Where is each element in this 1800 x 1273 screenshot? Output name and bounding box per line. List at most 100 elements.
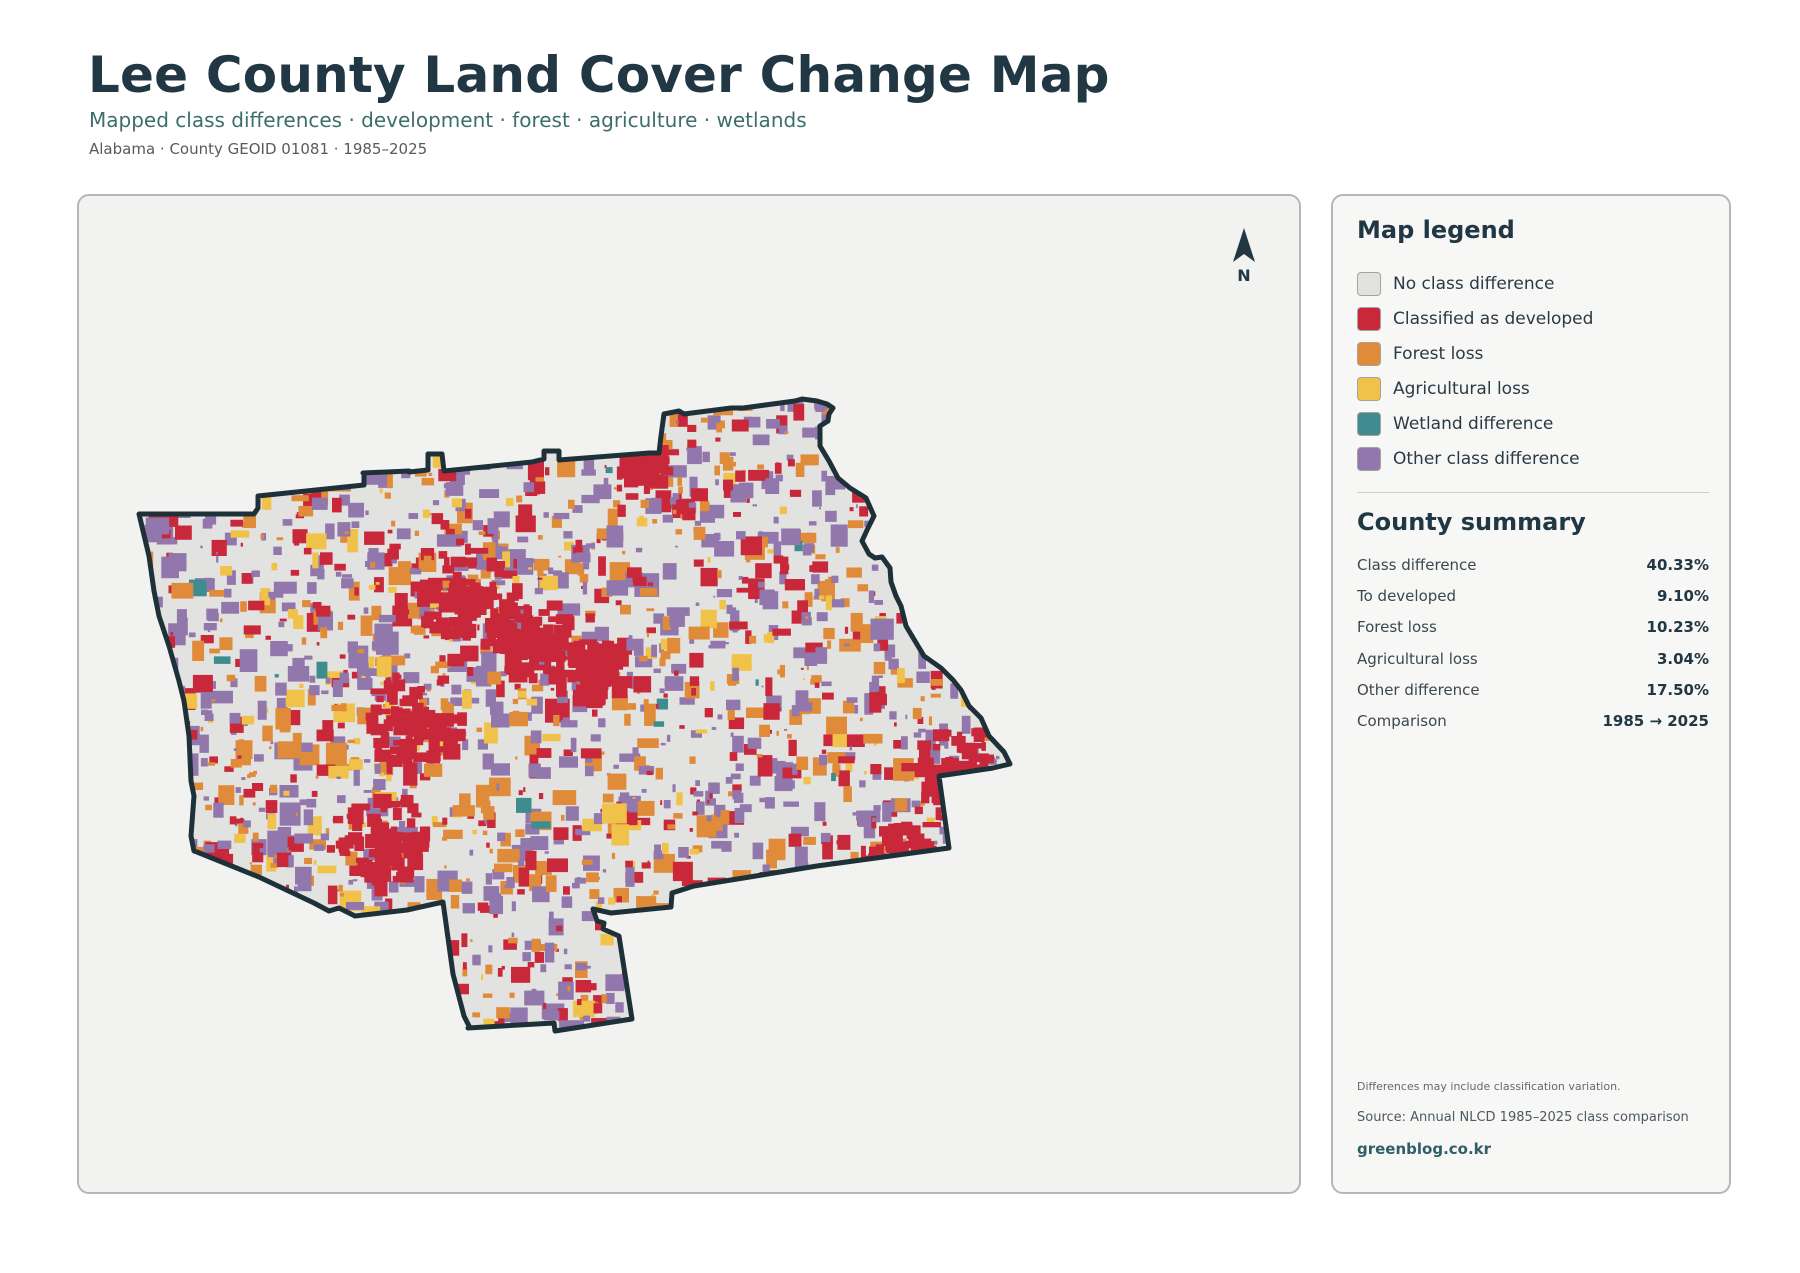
land-cover-patch [625, 493, 639, 500]
land-cover-patch [303, 547, 312, 555]
land-cover-patch [1012, 726, 1017, 730]
land-cover-patch [993, 634, 1010, 644]
land-cover-patch [247, 774, 251, 779]
land-cover-patch [901, 993, 909, 1005]
land-cover-patch [940, 507, 950, 526]
land-cover-patch [921, 426, 929, 439]
land-cover-patch [748, 416, 761, 428]
map-panel[interactable]: N [77, 194, 1301, 1194]
land-cover-patch [957, 996, 963, 1004]
land-cover-patch [348, 581, 360, 601]
land-cover-patch [929, 421, 939, 430]
land-cover-patch [229, 404, 236, 409]
land-cover-patch [989, 788, 1008, 794]
land-cover-patch [269, 784, 278, 793]
land-cover-patch [368, 1028, 385, 1031]
land-cover-patch [806, 664, 809, 671]
land-cover-patch [943, 1032, 949, 1037]
land-cover-patch [457, 593, 463, 600]
land-cover-patch [264, 913, 270, 920]
land-cover-patch [992, 965, 1010, 976]
land-cover-patch [302, 600, 311, 608]
land-cover-patch [894, 798, 908, 812]
summary-label: Agricultural loss [1357, 649, 1478, 668]
land-cover-patch [268, 911, 278, 917]
land-cover-patch [615, 600, 622, 606]
land-cover-patch [549, 911, 554, 919]
land-cover-patch [158, 412, 166, 421]
land-cover-patch [320, 999, 340, 1009]
land-cover-patch [427, 729, 443, 739]
land-cover-patch [564, 541, 575, 551]
legend-label: Agricultural loss [1393, 378, 1530, 399]
land-cover-patch [384, 839, 395, 857]
land-cover-patch [585, 613, 595, 623]
land-cover-patch [660, 742, 666, 746]
land-cover-patch [947, 434, 960, 439]
land-cover-patch [532, 438, 540, 448]
land-cover-patch [792, 763, 798, 775]
site-link[interactable]: greenblog.co.kr [1357, 1140, 1492, 1158]
land-cover-patch [871, 871, 886, 885]
land-cover-patch [281, 602, 296, 612]
land-cover-patch [835, 547, 840, 553]
land-cover-patch [943, 780, 955, 789]
land-cover-patch [361, 963, 370, 968]
land-cover-patch [500, 570, 518, 579]
land-cover-patch [318, 459, 325, 466]
land-cover-patch [973, 753, 989, 763]
land-cover-patch [498, 620, 514, 627]
land-cover-patch [921, 792, 930, 804]
land-cover-patch [418, 1007, 429, 1028]
land-cover-patch [337, 522, 351, 537]
land-cover-patch [980, 562, 989, 579]
land-cover-patch [583, 562, 590, 570]
land-cover-patch [797, 600, 808, 613]
land-cover-patch [254, 675, 267, 692]
land-cover-patch [195, 864, 200, 868]
land-cover-patch [205, 509, 217, 525]
land-cover-patch [373, 793, 392, 809]
county-map[interactable] [79, 196, 1301, 1194]
land-cover-patch [720, 810, 730, 825]
land-cover-patch [250, 864, 262, 875]
land-cover-patch [526, 698, 538, 706]
land-cover-patch [730, 956, 734, 961]
land-cover-patch [963, 528, 974, 545]
land-cover-patch [678, 847, 689, 858]
land-cover-patch [957, 563, 973, 586]
land-cover-patch [317, 865, 337, 874]
land-cover-patch [871, 997, 879, 1007]
land-cover-patch [235, 823, 238, 827]
land-cover-patch [203, 623, 217, 631]
land-cover-patch [578, 1034, 589, 1045]
land-cover-patch [726, 903, 733, 912]
land-cover-patch [603, 679, 609, 690]
land-cover-patch [478, 531, 486, 535]
land-cover-patch [858, 816, 866, 827]
land-cover-patch [611, 824, 630, 846]
land-cover-patch [804, 652, 818, 666]
land-cover-patch [625, 460, 644, 466]
land-cover-patch [147, 795, 160, 809]
land-cover-patch [551, 515, 562, 528]
land-cover-patch [472, 829, 477, 835]
land-cover-patch [945, 642, 956, 654]
land-cover-patch [784, 728, 788, 731]
land-cover-patch [380, 938, 389, 950]
land-cover-patch [763, 703, 780, 720]
land-cover-patch [199, 962, 211, 973]
land-cover-patch [694, 520, 701, 526]
land-cover-patch [485, 412, 495, 421]
land-cover-patch [856, 504, 858, 508]
land-cover-patch [329, 999, 334, 1009]
land-cover-patch [471, 1033, 494, 1053]
land-cover-patch [247, 1025, 256, 1031]
land-cover-patch [534, 587, 543, 595]
land-cover-patch [665, 440, 673, 451]
land-cover-patch [823, 627, 835, 640]
land-cover-patch [238, 1000, 246, 1010]
summary-row: Comparison 1985 → 2025 [1357, 705, 1709, 736]
land-cover-patch [914, 415, 926, 424]
land-cover-patch [625, 860, 633, 868]
